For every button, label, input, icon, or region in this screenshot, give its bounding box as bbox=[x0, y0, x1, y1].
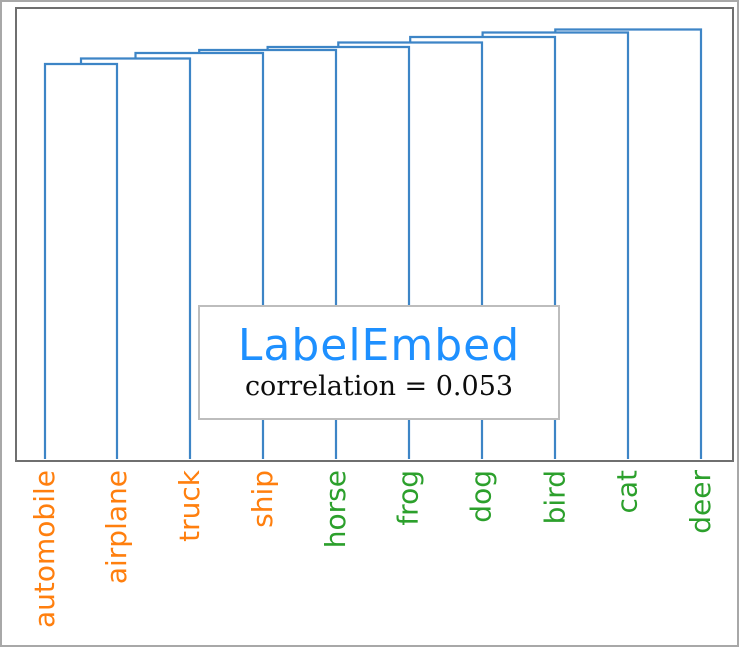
correlation-text: correlation = 0.053 bbox=[244, 371, 514, 403]
method-title: LabelEmbed bbox=[237, 320, 521, 372]
dendrogram-link bbox=[79, 57, 192, 459]
dendrogram-link bbox=[554, 28, 703, 459]
annotation-box: LabelEmbed correlation = 0.053 bbox=[198, 305, 560, 420]
x-axis-label-text: truck bbox=[173, 470, 206, 542]
x-axis-label-text: deer bbox=[684, 470, 717, 534]
x-axis-label-text: airplane bbox=[100, 470, 133, 585]
x-axis-label-text: bird bbox=[538, 470, 571, 525]
x-axis-label-text: frog bbox=[392, 470, 425, 526]
dendrogram-link bbox=[43, 62, 119, 459]
x-axis-label-text: automobile bbox=[28, 470, 61, 628]
x-axis-label-text: ship bbox=[246, 470, 279, 528]
x-axis-label-text: cat bbox=[611, 470, 644, 514]
x-axis-label-text: horse bbox=[319, 470, 352, 549]
x-axis-label-text: dog bbox=[465, 470, 498, 523]
